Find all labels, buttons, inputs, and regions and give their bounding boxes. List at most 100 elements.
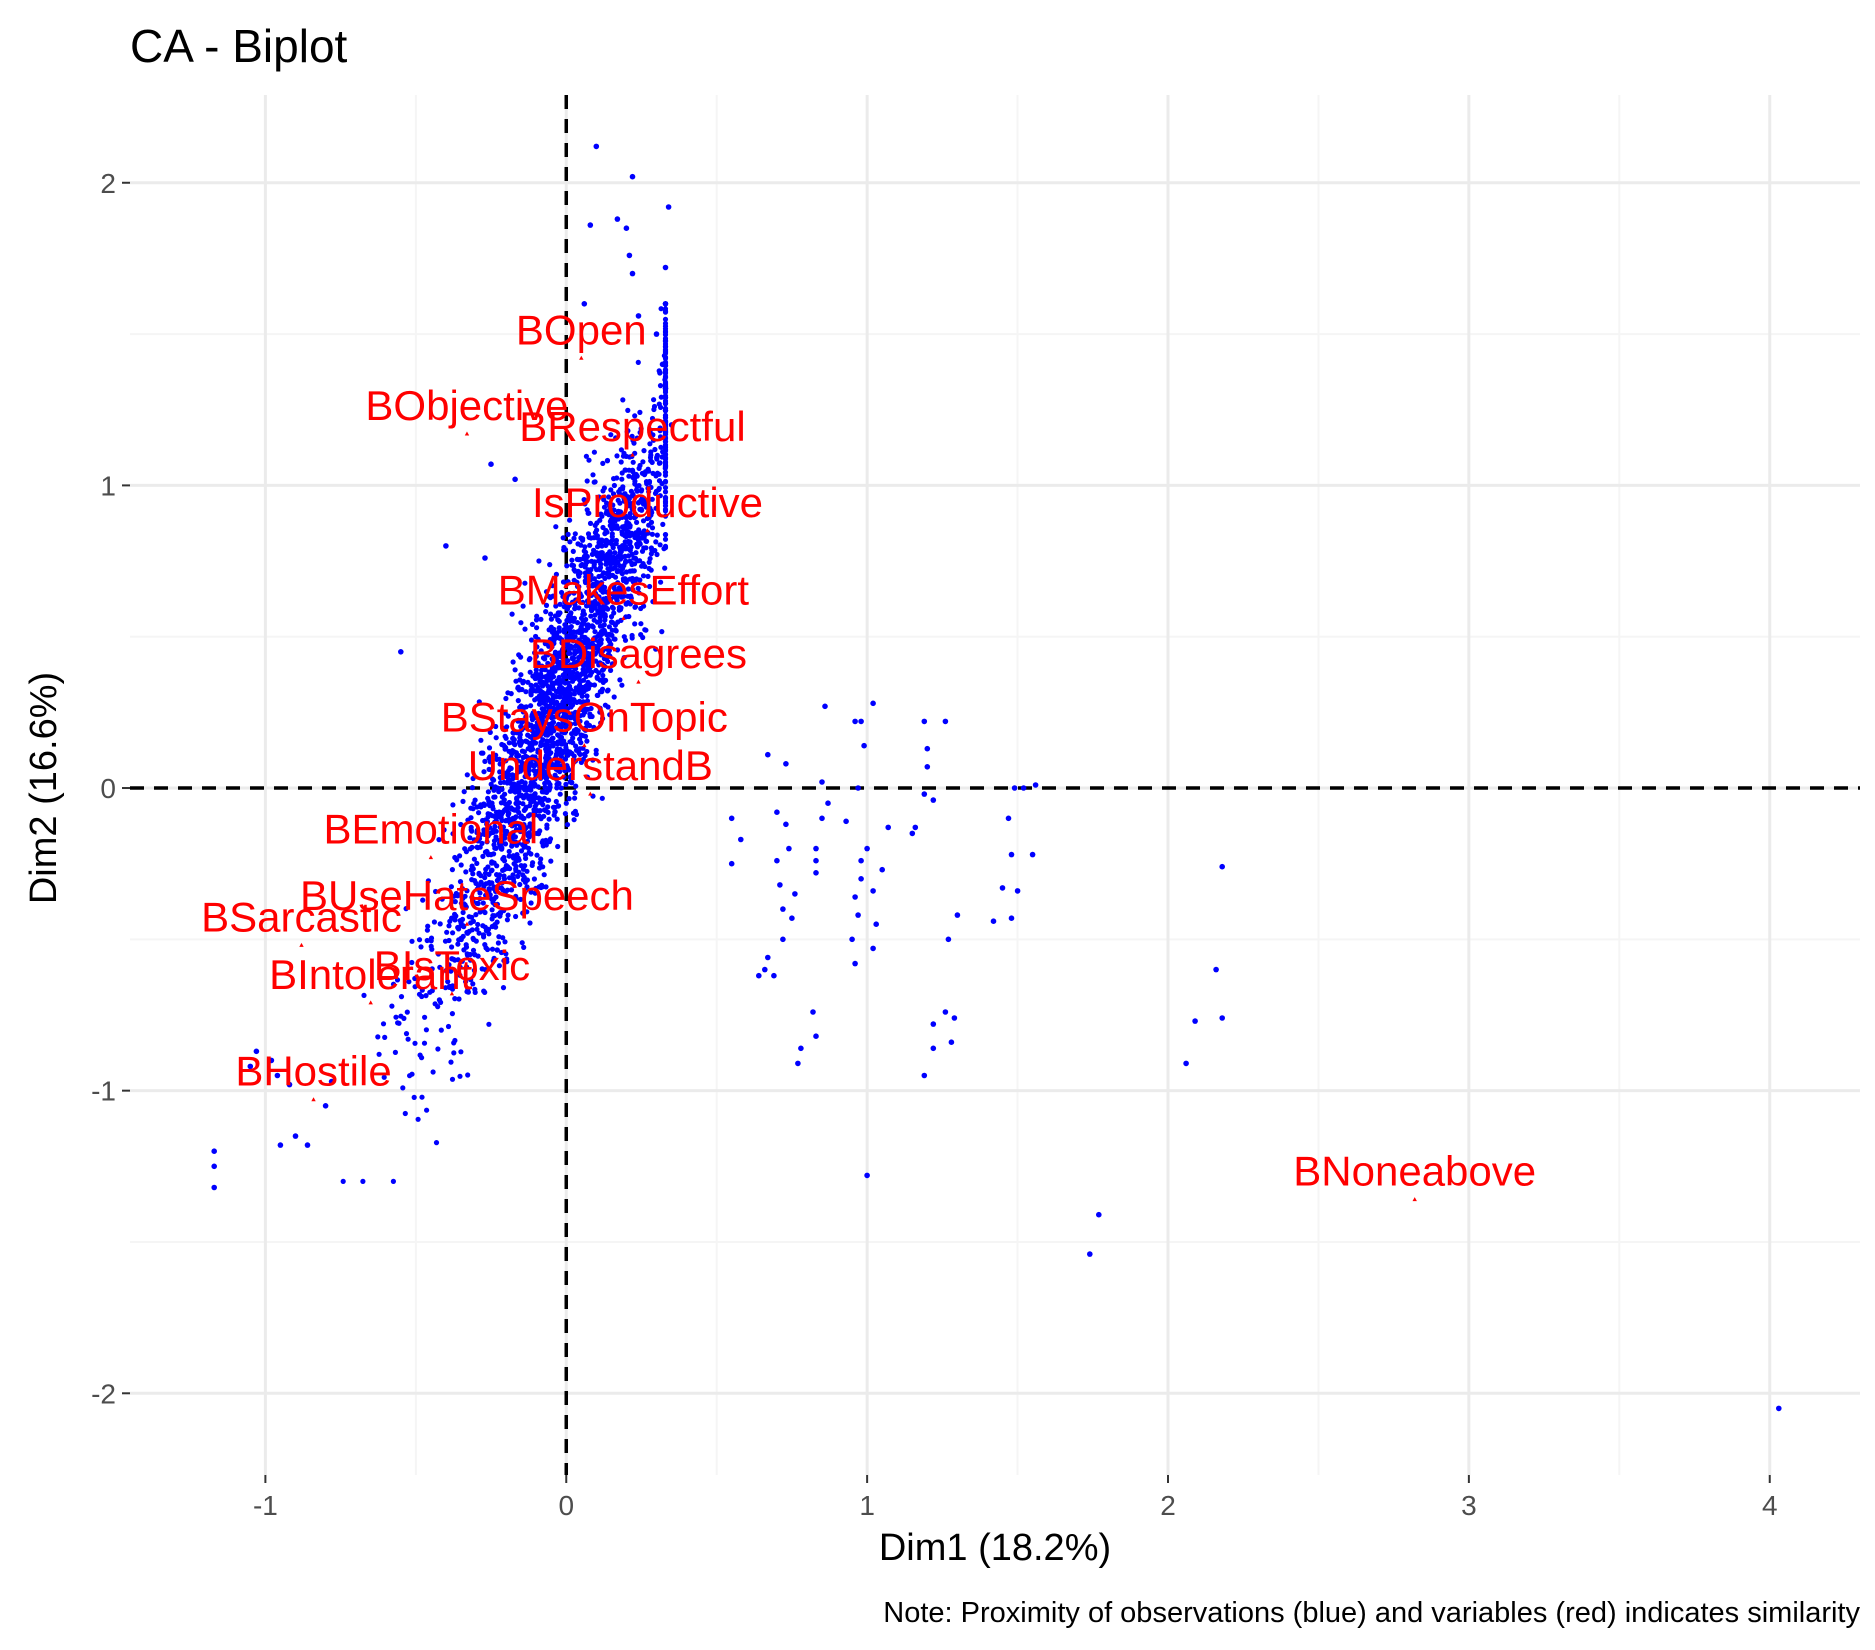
observation-point — [528, 703, 534, 709]
observation-point — [517, 742, 524, 748]
observation-point — [469, 894, 475, 900]
observation-point — [588, 613, 594, 619]
observation-point — [1219, 863, 1225, 870]
observation-point — [519, 940, 525, 946]
observation-point — [470, 871, 476, 877]
observation-point — [459, 886, 465, 892]
observation-point — [500, 856, 506, 862]
observation-point — [610, 591, 616, 597]
observation-point — [471, 856, 477, 862]
observation-point — [433, 888, 439, 895]
x-tick-label: 4 — [1762, 1490, 1778, 1521]
observation-point — [553, 603, 559, 609]
observation-point — [570, 810, 577, 816]
observation-point — [662, 485, 669, 491]
observation-point — [632, 413, 638, 419]
observation-point — [468, 920, 474, 926]
observation-point — [627, 541, 633, 547]
observation-point — [594, 567, 600, 573]
observation-point — [516, 753, 522, 759]
observation-point — [572, 606, 578, 612]
observation-point — [517, 704, 523, 711]
observation-point — [495, 813, 501, 820]
observation-point — [514, 796, 520, 802]
observation-point — [613, 435, 619, 441]
observation-point — [548, 858, 554, 864]
observation-point — [613, 537, 620, 544]
observation-point — [528, 722, 534, 728]
observation-point — [496, 872, 503, 878]
observation-point — [469, 914, 475, 920]
observation-point — [497, 824, 503, 830]
observation-point — [583, 627, 589, 633]
observation-point — [493, 924, 499, 930]
observation-point — [525, 732, 531, 738]
observation-point — [470, 935, 476, 942]
observation-point — [576, 584, 582, 590]
observation-point — [545, 660, 551, 667]
observation-point — [518, 620, 524, 626]
observation-point — [620, 577, 627, 584]
observation-point — [286, 1081, 293, 1088]
observation-point — [648, 449, 654, 455]
observation-point — [546, 779, 552, 786]
observation-point — [597, 604, 603, 611]
observation-point — [482, 942, 488, 948]
observation-point — [654, 532, 660, 538]
observation-point — [813, 857, 819, 864]
observation-point — [584, 693, 590, 699]
observation-point — [540, 843, 546, 849]
observation-point — [597, 709, 603, 715]
observation-point — [921, 791, 928, 797]
observation-point — [493, 817, 499, 824]
observation-point — [556, 678, 562, 684]
observation-point — [662, 379, 669, 385]
observation-point — [1005, 815, 1012, 822]
observation-point — [580, 599, 586, 606]
observation-point — [482, 555, 488, 561]
observation-point — [435, 1004, 441, 1010]
observation-point — [543, 884, 549, 890]
observation-point — [484, 839, 490, 845]
observation-point — [482, 758, 488, 765]
observation-point — [630, 587, 636, 593]
observation-point — [402, 1110, 408, 1117]
observation-point — [431, 919, 437, 925]
observation-point — [482, 870, 489, 876]
observation-point — [662, 513, 669, 519]
observation-point — [458, 1049, 464, 1055]
observation-point — [662, 401, 669, 407]
observation-point — [535, 747, 541, 753]
x-tick-label: 2 — [1160, 1490, 1176, 1521]
observation-point — [486, 766, 492, 773]
observation-point — [580, 662, 586, 668]
observation-point — [572, 790, 578, 796]
observation-point — [870, 945, 876, 952]
observation-point — [637, 540, 643, 546]
observation-point — [614, 569, 620, 575]
observation-point — [403, 1031, 410, 1037]
observation-point — [615, 619, 621, 625]
observation-point — [570, 673, 576, 679]
observation-point — [643, 538, 649, 544]
observation-point — [626, 530, 632, 536]
observation-point — [662, 444, 669, 451]
observation-point — [540, 802, 546, 808]
observation-point — [491, 777, 497, 783]
observation-point — [569, 634, 575, 641]
observation-point — [486, 745, 493, 751]
observation-point — [582, 544, 588, 550]
observation-point — [632, 604, 638, 610]
observation-point — [483, 892, 489, 899]
observation-point — [622, 539, 628, 545]
observation-point — [510, 659, 516, 665]
observation-point — [599, 513, 605, 519]
observation-point — [1087, 1251, 1093, 1257]
observation-point — [855, 785, 861, 791]
observation-point — [560, 672, 566, 678]
observation-point — [521, 841, 528, 848]
observation-point — [596, 670, 602, 676]
observation-point — [427, 989, 433, 995]
observation-point — [609, 619, 616, 626]
observation-point — [488, 781, 494, 787]
